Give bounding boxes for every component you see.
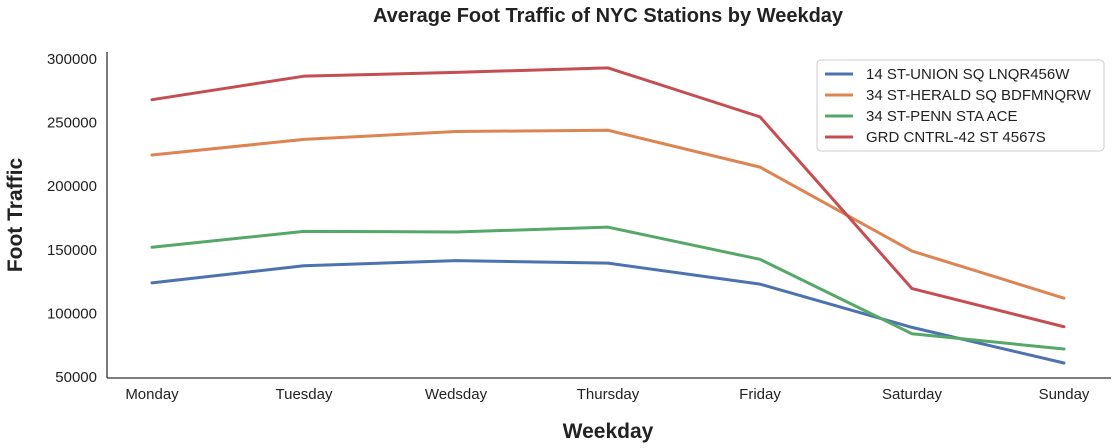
- y-tick-label: 150000: [47, 242, 97, 259]
- y-tick-label: 200000: [47, 178, 97, 195]
- x-ticks: Monday Tuesday Wedsday Thursday Friday Saturd…: [125, 386, 1090, 403]
- x-tick-label: Sunday: [1039, 386, 1090, 403]
- x-tick-label: Monday: [125, 386, 179, 403]
- y-tick-label: 250000: [47, 115, 97, 132]
- x-tick-label: Thursday: [577, 386, 640, 403]
- series-line: [150, 259, 1066, 365]
- y-ticks: 50000 100000 150000 200000 250000 300000: [47, 51, 97, 386]
- series-lines: [150, 66, 1066, 365]
- x-tick-label: Saturday: [882, 386, 943, 403]
- series-line: [150, 225, 1066, 351]
- legend: 14 ST-UNION SQ LNQR456W 34 ST-HERALD SQ B…: [816, 59, 1105, 152]
- x-tick-label: Wedsday: [425, 386, 488, 403]
- x-tick-label: Friday: [739, 386, 781, 403]
- y-tick-label: 300000: [47, 51, 97, 68]
- legend-label: 34 ST-HERALD SQ BDFMNQRW: [866, 87, 1092, 104]
- y-axis-label: Foot Traffic: [4, 158, 27, 273]
- y-tick-label: 50000: [55, 369, 97, 386]
- chart-title: Average Foot Traffic of NYC Stations by …: [373, 5, 844, 27]
- legend-label: 14 ST-UNION SQ LNQR456W: [866, 66, 1070, 83]
- legend-box: [816, 59, 1105, 152]
- series-line: [150, 128, 1066, 300]
- series-line: [150, 66, 1066, 329]
- y-tick-label: 100000: [47, 305, 97, 322]
- x-tick-label: Tuesday: [276, 386, 333, 403]
- legend-label: GRD CNTRL-42 ST 4567S: [866, 129, 1046, 146]
- legend-label: 34 ST-PENN STA ACE: [866, 108, 1017, 125]
- x-axis-label: Weekday: [563, 420, 654, 443]
